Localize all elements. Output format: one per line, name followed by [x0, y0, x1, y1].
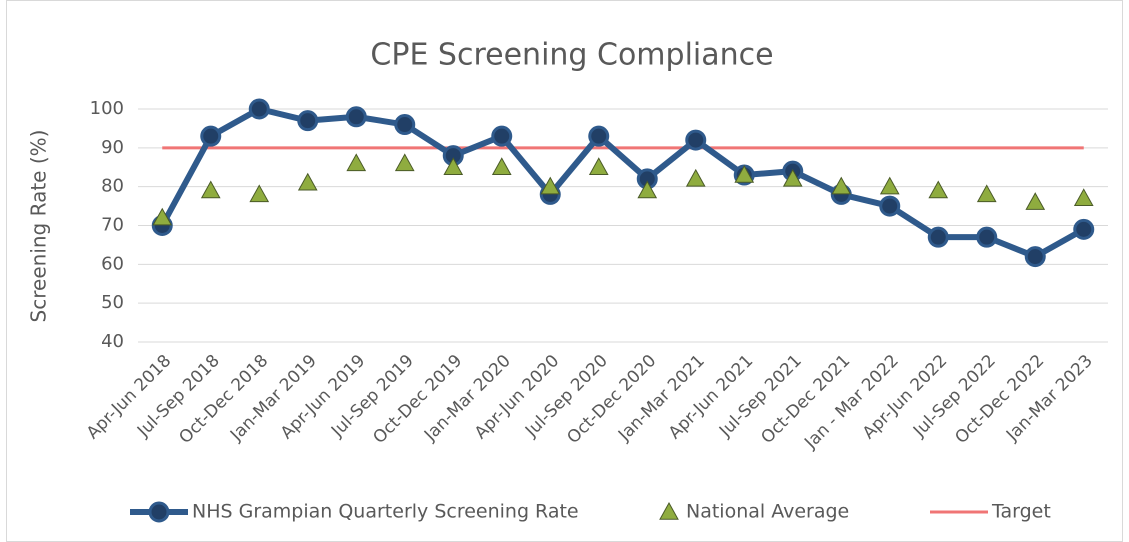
data-point: [1025, 192, 1046, 210]
data-point: [976, 226, 998, 248]
data-point: [491, 125, 513, 147]
data-point: [346, 153, 367, 172]
y-tick-label: 90: [101, 137, 124, 158]
data-point: [540, 176, 561, 195]
data-point: [928, 180, 949, 199]
data-point: [200, 180, 221, 199]
data-point: [297, 110, 319, 132]
legend-marker: [148, 501, 170, 523]
data-point: [685, 168, 706, 187]
y-tick-label: 60: [101, 253, 124, 274]
y-tick-label: 40: [101, 331, 124, 352]
data-point: [879, 195, 901, 217]
data-point: [927, 226, 949, 248]
data-point: [588, 125, 610, 147]
y-axis-label: Screening Rate (%): [27, 130, 51, 323]
data-point: [297, 172, 318, 191]
legend-label: National Average: [686, 501, 849, 523]
legend-label: NHS Grampian Quarterly Screening Rate: [192, 501, 579, 523]
chart-title: CPE Screening Compliance: [370, 38, 773, 73]
data-point: [394, 114, 416, 136]
data-point: [831, 176, 852, 195]
y-tick-label: 80: [101, 176, 124, 197]
data-point: [734, 164, 755, 183]
data-point: [394, 153, 415, 172]
data-point: [976, 184, 997, 203]
y-tick-label: 50: [101, 292, 124, 313]
data-point: [152, 207, 173, 226]
data-point: [248, 98, 270, 120]
data-point: [345, 106, 367, 128]
data-point: [1024, 246, 1046, 268]
data-point: [685, 129, 707, 151]
data-point: [200, 125, 222, 147]
chart-frame: [6, 0, 1123, 542]
data-point: [491, 157, 512, 175]
data-point: [1073, 188, 1094, 207]
data-point: [588, 157, 609, 175]
data-point: [879, 176, 900, 195]
data-point: [249, 184, 270, 203]
data-point: [782, 168, 803, 187]
data-point: [443, 157, 464, 175]
data-point: [637, 180, 658, 199]
y-tick-label: 100: [90, 98, 124, 119]
legend-marker: [659, 501, 679, 520]
data-point: [1073, 218, 1095, 240]
y-tick-label: 70: [101, 215, 124, 236]
legend-label: Target: [991, 501, 1051, 523]
